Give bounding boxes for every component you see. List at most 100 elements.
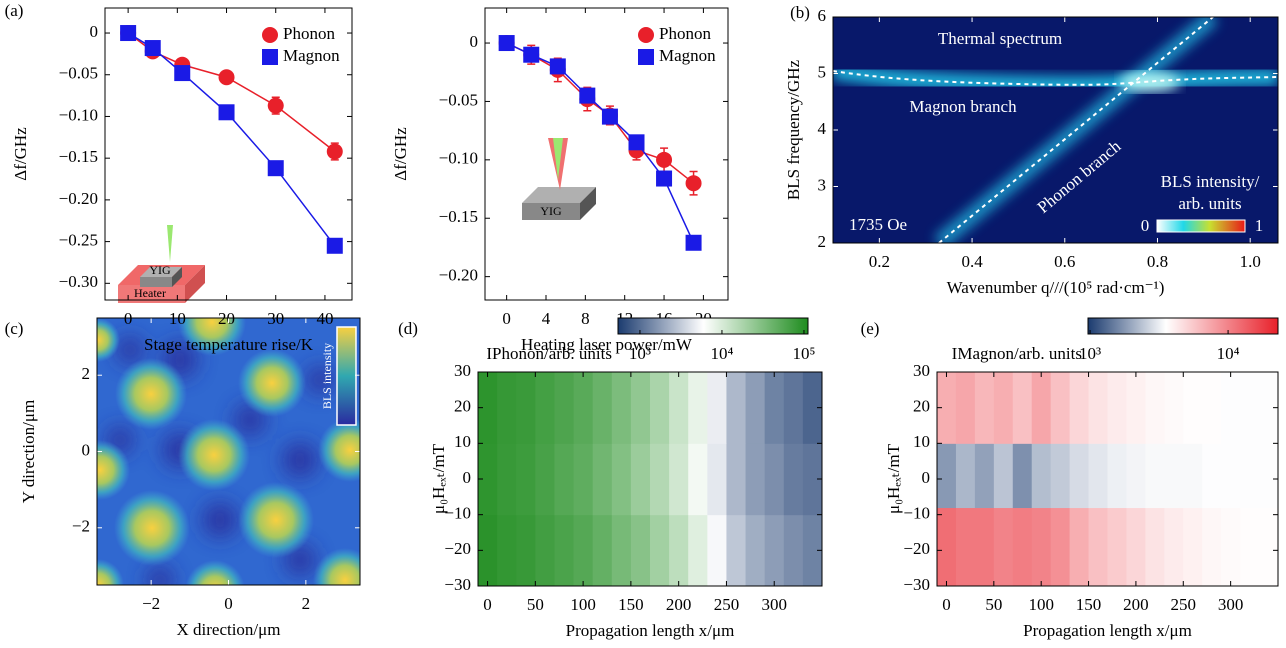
- heatmap-cell: [1145, 443, 1165, 509]
- heatmap-cell: [1107, 372, 1127, 444]
- heatmap-cell: [993, 507, 1014, 587]
- heatmap-cell: [650, 443, 670, 516]
- heatmap-cell: [1221, 372, 1241, 444]
- legend-marker: [638, 27, 654, 43]
- heatmap-cell: [1145, 507, 1165, 587]
- colorbar-tick-label: 0: [1141, 216, 1150, 235]
- marker: [523, 46, 540, 63]
- marker: [326, 237, 343, 254]
- marker: [579, 87, 596, 104]
- x-axis-label: Propagation length x/μm: [566, 621, 735, 640]
- heatmap-cell: [974, 372, 995, 444]
- heatmap-cell: [611, 372, 632, 444]
- heatmap-cell: [630, 372, 651, 444]
- heatmap-cell: [573, 443, 594, 516]
- heatmap-cell: [802, 514, 823, 587]
- inset-label: YIG: [149, 263, 171, 277]
- x-tick-label: 100: [570, 595, 596, 614]
- plot-frame: [96, 317, 361, 586]
- x-tick-label: 0: [502, 309, 511, 328]
- heatmap-cell: [669, 514, 689, 587]
- y-tick-label: 10: [454, 432, 471, 451]
- heatmap-cell: [745, 514, 766, 587]
- y-tick-label: 30: [913, 361, 930, 380]
- heatmap-cell: [1202, 507, 1222, 587]
- y-tick-label: 6: [818, 6, 827, 25]
- x-tick-label: 50: [527, 595, 544, 614]
- annotation: 1735 Oe: [849, 215, 907, 234]
- y-tick-label: −20: [903, 539, 930, 558]
- inset-laser: YIG: [522, 138, 596, 220]
- x-tick-label: 50: [985, 595, 1002, 614]
- heatmap-cell: [726, 372, 747, 444]
- panel-label: (a): [5, 1, 24, 20]
- heatmap-cell: [535, 443, 555, 516]
- heatmap-cell: [1126, 507, 1146, 587]
- heatmap-cell: [478, 443, 498, 516]
- heatmap-cell: [497, 372, 517, 444]
- legend-label: Phonon: [283, 24, 335, 43]
- x-axis-label: Wavenumber q///(10⁵ rad·cm⁻¹): [947, 278, 1165, 297]
- heatmap-cell: [1050, 443, 1071, 509]
- marker: [218, 104, 235, 121]
- marker: [144, 40, 161, 57]
- heatmap-cell: [783, 443, 804, 516]
- panel-label: (e): [861, 319, 880, 338]
- y-tick-label: −0.20: [59, 189, 98, 208]
- heatmap-cell: [1069, 507, 1090, 587]
- x-tick-label: 1.0: [1240, 252, 1261, 271]
- heatmap-cell: [592, 443, 613, 516]
- y-tick-label: 0: [82, 440, 91, 459]
- heatmap-cell: [688, 372, 708, 444]
- heatmap-cell: [1069, 372, 1090, 444]
- heatmap-cell: [554, 372, 575, 444]
- heatmap-cell: [1221, 507, 1241, 587]
- x-tick-label: 250: [714, 595, 740, 614]
- heatmap-cell: [937, 507, 957, 587]
- y-tick-label: 2: [818, 232, 827, 251]
- heatmap-cell: [802, 443, 823, 516]
- panel-label: (d): [398, 319, 418, 338]
- heatmap-cell: [783, 372, 804, 444]
- x-tick-label: 200: [666, 595, 692, 614]
- heatmap-cell: [611, 443, 632, 516]
- y-tick-label: −0.05: [439, 90, 478, 109]
- heatmap-cell: [1164, 443, 1184, 509]
- marker: [326, 143, 343, 160]
- x-tick-label: 0.2: [869, 252, 890, 271]
- x-axis-label: Stage temperature rise/K: [144, 335, 314, 354]
- y-tick-label: 2: [82, 364, 91, 383]
- plot-frame: [104, 7, 353, 301]
- x-tick-label: 0: [483, 595, 492, 614]
- heatmap-cell: [516, 372, 536, 444]
- series-line: [127, 32, 336, 247]
- legend-marker: [638, 49, 654, 65]
- colorbar: [617, 317, 809, 335]
- heatmap-cell: [955, 372, 976, 444]
- heatmap-cell: [630, 443, 651, 516]
- heatmap-cell: [974, 507, 995, 587]
- y-axis-label: μ₀Hₑₓₜ/mT: [884, 443, 903, 514]
- heatmap-cell: [1088, 443, 1108, 509]
- heatmap-cell: [726, 514, 747, 587]
- heatmap-cell: [993, 372, 1014, 444]
- heatmap-cell: [630, 514, 651, 587]
- heatmap-cell: [535, 372, 555, 444]
- heatmap-cell: [1164, 372, 1184, 444]
- heatmap-cell: [1221, 443, 1241, 509]
- y-tick-label: −10: [903, 504, 930, 523]
- x-tick-label: 0.8: [1147, 252, 1168, 271]
- heatmap-cell: [497, 514, 517, 587]
- heatmap-cell: [1107, 443, 1127, 509]
- heatmap-cell: [745, 443, 766, 516]
- colorbar-tick-label: 10⁵: [792, 344, 815, 363]
- heatmap-cell: [611, 514, 632, 587]
- heatmap-cell: [707, 443, 727, 516]
- heatmap-cell: [669, 372, 689, 444]
- heatmap-cell: [535, 514, 555, 587]
- heatmap-cell: [554, 443, 575, 516]
- heatmap-cell: [688, 443, 708, 516]
- heatmap-cell: [1031, 507, 1052, 587]
- x-tick-label: 300: [761, 595, 787, 614]
- colorbar-label: IMagnon/arb. units: [952, 344, 1082, 363]
